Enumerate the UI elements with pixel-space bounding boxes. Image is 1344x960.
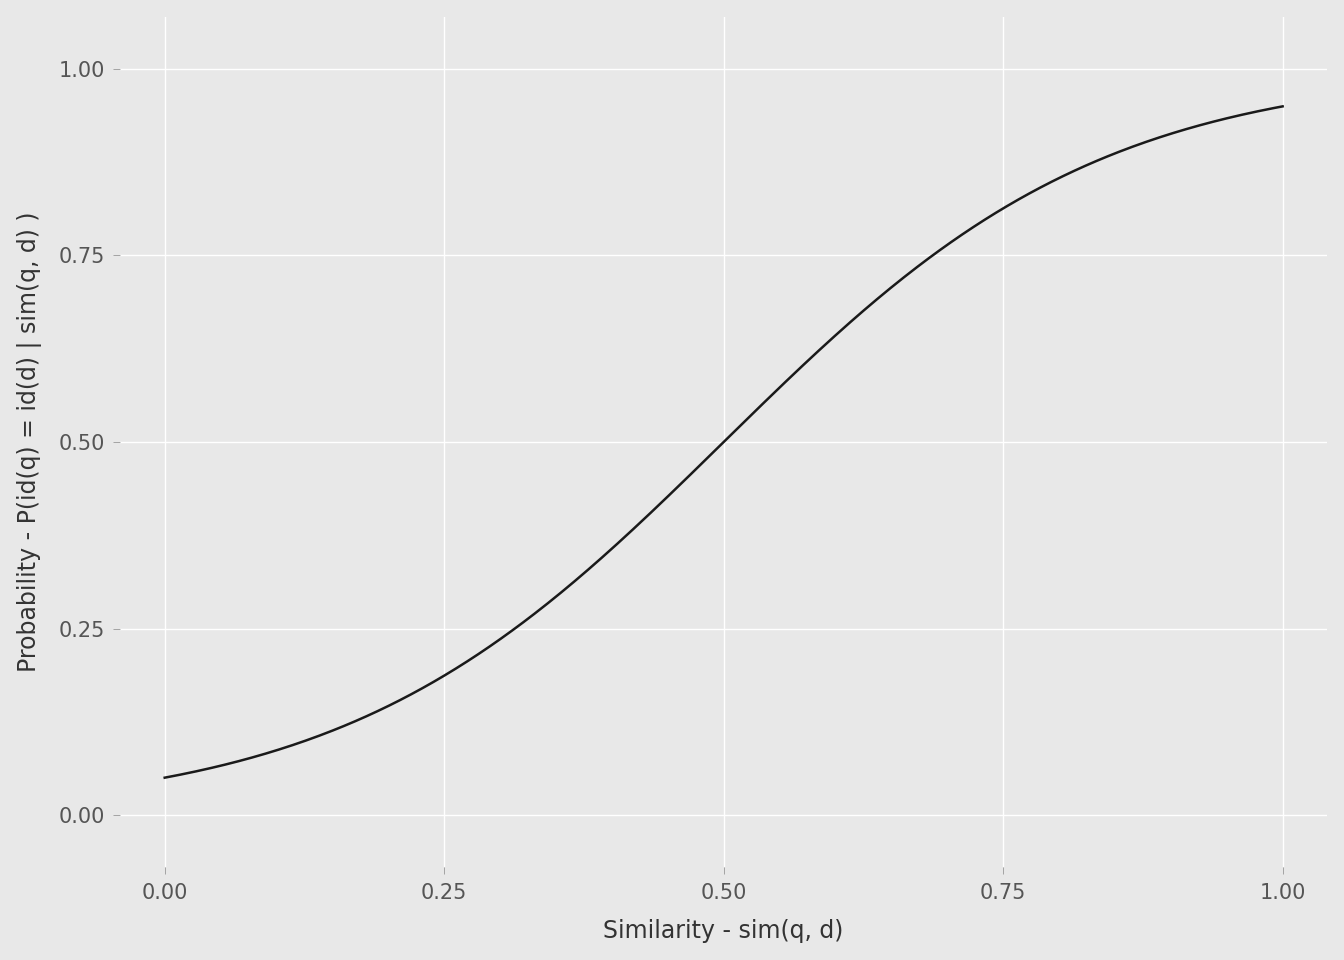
Y-axis label: Probability - P(id(q) = id(d) | sim(q, d) ): Probability - P(id(q) = id(d) | sim(q, d… <box>16 212 42 672</box>
X-axis label: Similarity - sim(q, d): Similarity - sim(q, d) <box>603 920 844 944</box>
